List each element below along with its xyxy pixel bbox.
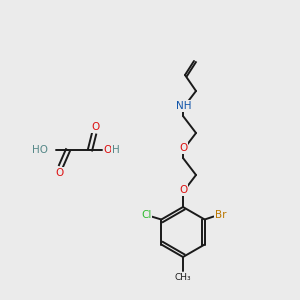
Text: O: O <box>179 143 187 153</box>
Text: CH₃: CH₃ <box>175 274 191 283</box>
Text: Cl: Cl <box>141 209 152 220</box>
Text: NH: NH <box>176 101 192 111</box>
Text: HO: HO <box>32 145 48 155</box>
Text: O: O <box>104 145 112 155</box>
Text: O: O <box>91 122 99 132</box>
Text: Br: Br <box>215 209 226 220</box>
Text: O: O <box>56 168 64 178</box>
Text: O: O <box>179 185 187 195</box>
Text: H: H <box>112 145 120 155</box>
